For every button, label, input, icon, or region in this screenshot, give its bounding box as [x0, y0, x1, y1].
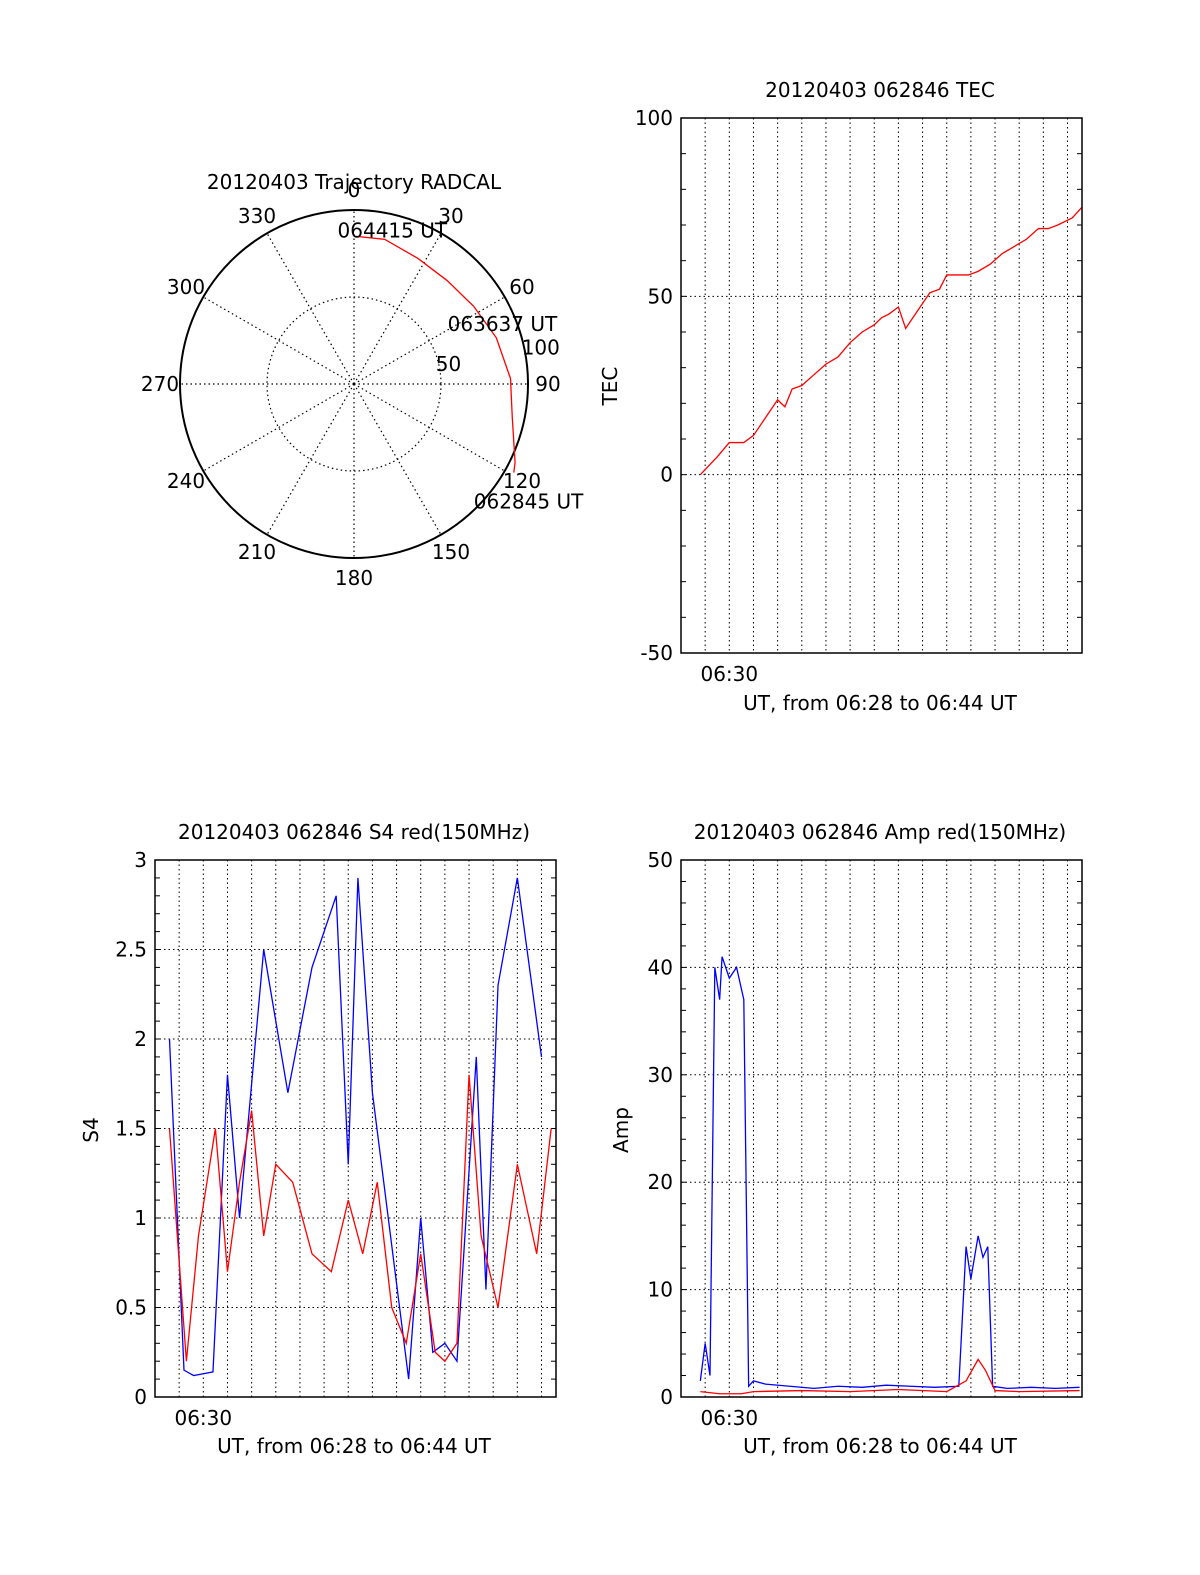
s4-panel: 20120403 062846 S4 red(150MHz) UT, from …: [79, 820, 557, 1458]
trajectory-panel: 20120403 Trajectory RADCAL 0 30 60 90 120 150…: [141, 170, 584, 590]
amp-ytick-label: 40: [648, 955, 673, 979]
s4-plot-area: 0 0.5 1 1.5 2 2.5 3 06:30: [115, 848, 557, 1430]
amp-ytick-label: 50: [648, 848, 673, 872]
trajectory-spoke: [203, 383, 355, 472]
tec-frame: [680, 117, 1083, 654]
trajectory-annotations: 064415 UT 063637 UT 062845 UT: [338, 218, 585, 513]
tec-ytick-label: -50: [640, 641, 673, 665]
amp-ylabel: Amp: [609, 1107, 633, 1153]
tec-xlabel: UT, from 06:28 to 06:44 UT: [743, 691, 1018, 715]
s4-ytick-label: 0: [134, 1385, 147, 1409]
trajectory-spoke: [353, 233, 442, 385]
trajectory-angle-label: 210: [238, 540, 276, 564]
amp-ytick-label: 10: [648, 1278, 673, 1302]
trajectory-spoke: [353, 383, 505, 472]
trajectory-angle-label: 150: [432, 540, 470, 564]
s4-ylabel: S4: [79, 1117, 103, 1142]
trajectory-time-label: 064415 UT: [338, 218, 448, 242]
amp-ytick-label: 30: [648, 1063, 673, 1087]
amp-xtick-label: 06:30: [700, 1406, 758, 1430]
s4-ytick-label: 1: [134, 1206, 147, 1230]
trajectory-spoke: [266, 383, 355, 535]
tec-ytick-label: 100: [635, 106, 673, 130]
amp-ytick-label: 20: [648, 1170, 673, 1194]
trajectory-spoke: [353, 383, 442, 535]
trajectory-radius-label: 100: [522, 336, 560, 360]
trajectory-title: 20120403 Trajectory RADCAL: [207, 170, 502, 194]
s4-ytick-label: 0.5: [115, 1296, 147, 1320]
trajectory-angle-label: 180: [335, 566, 373, 590]
trajectory-spoke: [203, 296, 355, 385]
amp-frame: [680, 859, 1083, 1398]
s4-series-red: [168, 1074, 552, 1363]
trajectory-time-label: 062845 UT: [474, 490, 584, 514]
tec-title: 20120403 062846 TEC: [765, 78, 995, 102]
trajectory-path: [353, 235, 516, 473]
trajectory-radius-label: 50: [436, 352, 461, 376]
s4-ytick-label: 3: [134, 848, 147, 872]
trajectory-track: [353, 235, 516, 473]
s4-ytick-label: 1.5: [115, 1117, 147, 1141]
amp-panel: 20120403 062846 Amp red(150MHz) UT, from…: [609, 820, 1083, 1458]
trajectory-angle-label: 270: [141, 372, 179, 396]
amp-series-red: [700, 1358, 1080, 1395]
tec-ytick-label: 50: [648, 284, 673, 308]
amp-xlabel: UT, from 06:28 to 06:44 UT: [743, 1434, 1018, 1458]
tec-xtick-label: 06:30: [700, 662, 758, 686]
amp-title: 20120403 062846 Amp red(150MHz): [694, 820, 1066, 844]
trajectory-angle-labels: 0 30 60 90 120 150 180 210 240 270 300 330 50 100: [141, 178, 561, 590]
tec-ylabel: TEC: [598, 367, 622, 407]
s4-xtick-label: 06:30: [174, 1406, 232, 1430]
trajectory-angle-label: 330: [238, 204, 276, 228]
amp-ytick-label: 0: [660, 1385, 673, 1409]
tec-panel: 20120403 062846 TEC UT, from 06:28 to 06…: [598, 78, 1083, 715]
tec-plot-area: -50 0 50 100 06:30: [635, 106, 1083, 686]
s4-ytick-label: 2: [134, 1027, 147, 1051]
trajectory-grid: [179, 209, 529, 559]
amp-series-blue: [699, 956, 1080, 1390]
trajectory-angle-label: 30: [438, 204, 463, 228]
trajectory-angle-label: 300: [167, 275, 205, 299]
tec-ytick-label: 0: [660, 463, 673, 487]
amp-plot-area: 0 10 20 30 40 50 06:30: [648, 848, 1083, 1430]
tec-series-red: [699, 206, 1083, 476]
s4-xlabel: UT, from 06:28 to 06:44 UT: [217, 1434, 492, 1458]
s4-frame: [154, 859, 557, 1398]
s4-series-blue: [168, 877, 543, 1380]
trajectory-spoke: [353, 296, 505, 385]
s4-title: 20120403 062846 S4 red(150MHz): [178, 820, 530, 844]
trajectory-angle-label: 90: [535, 372, 560, 396]
trajectory-spoke: [266, 233, 355, 385]
trajectory-angle-label: 240: [167, 469, 205, 493]
trajectory-angle-label: 120: [503, 469, 541, 493]
trajectory-time-label: 063637 UT: [448, 312, 558, 336]
s4-ytick-label: 2.5: [115, 938, 147, 962]
trajectory-outer-circle: [179, 209, 529, 559]
trajectory-angle-label: 60: [509, 275, 534, 299]
trajectory-angle-label: 0: [348, 178, 361, 202]
